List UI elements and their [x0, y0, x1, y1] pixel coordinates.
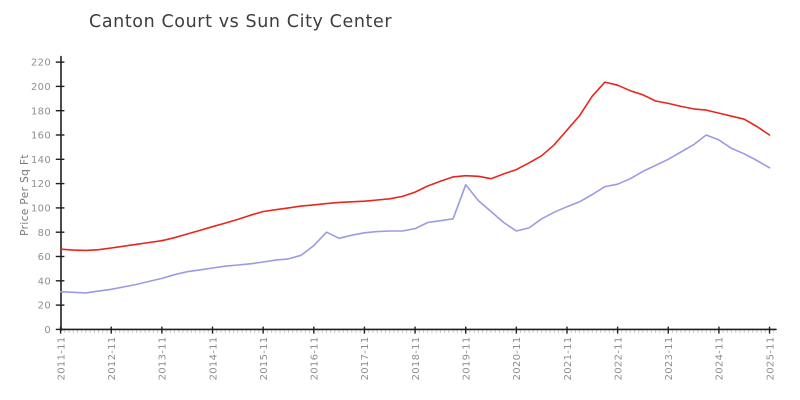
y-axis-ticks — [55, 61, 65, 331]
x-axis-major-ticks — [59, 326, 771, 334]
x-axis-minor-ticks — [64, 330, 775, 333]
x-tick-label: 2023-11 — [664, 337, 675, 381]
y-axis-tick-labels: 0 20 40 60 80 100 120 140 160 180 200 220 — [31, 58, 51, 336]
x-tick-label: 2015-11 — [259, 337, 270, 381]
y-tick-label: 60 — [38, 252, 51, 263]
y-tick-label: 20 — [38, 301, 51, 312]
x-tick-label: 2018-11 — [411, 337, 422, 381]
y-tick-label: 200 — [31, 82, 51, 93]
y-tick-label: 40 — [38, 276, 51, 287]
y-tick-label: 140 — [31, 155, 51, 166]
series-line-canton-court — [59, 81, 771, 252]
x-tick-label: 2014-11 — [208, 337, 219, 381]
y-tick-label: 120 — [31, 179, 51, 190]
x-tick-label: 2019-11 — [462, 337, 473, 381]
x-tick-label: 2025-11 — [765, 337, 776, 381]
y-tick-label: 180 — [31, 106, 51, 117]
x-tick-label: 2022-11 — [613, 337, 624, 381]
x-tick-label: 2013-11 — [158, 337, 169, 381]
series-line-sun-city-center — [59, 134, 771, 294]
chart-title: Canton Court vs Sun City Center — [89, 12, 393, 32]
y-tick-label: 80 — [38, 228, 51, 239]
y-tick-label: 100 — [31, 204, 51, 215]
y-tick-label: 220 — [31, 58, 51, 69]
x-tick-label: 2011-11 — [56, 337, 67, 381]
x-axis-tick-labels: 2011-11 2012-11 2013-11 2014-11 2015-11 2016-… — [56, 337, 776, 381]
x-tick-label: 2021-11 — [563, 337, 574, 381]
x-tick-label: 2012-11 — [107, 337, 118, 381]
x-tick-label: 2024-11 — [715, 337, 726, 381]
x-tick-label: 2020-11 — [512, 337, 523, 381]
x-tick-label: 2017-11 — [360, 337, 371, 381]
y-tick-label: 160 — [31, 131, 51, 142]
axes — [59, 55, 777, 332]
y-tick-label: 0 — [44, 325, 51, 336]
x-tick-label: 2016-11 — [310, 337, 321, 381]
